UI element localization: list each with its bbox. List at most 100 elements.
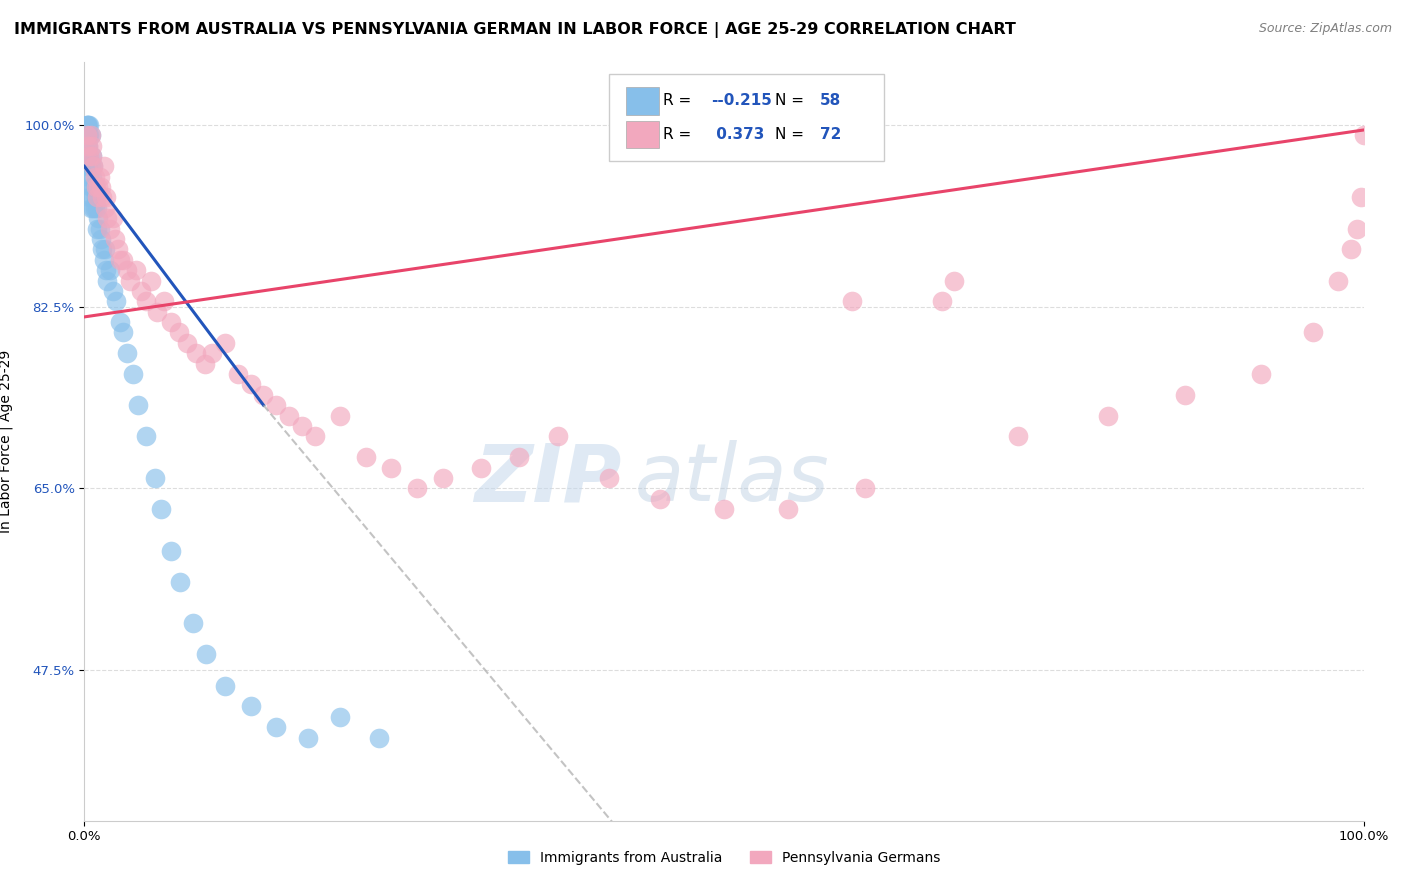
Point — [1350, 190, 1372, 204]
Point — [713, 502, 735, 516]
Point — [297, 731, 319, 745]
Point — [194, 648, 217, 662]
Point — [367, 731, 389, 745]
Text: ZIP: ZIP — [474, 441, 621, 518]
Point — [406, 481, 429, 495]
Point — [89, 221, 111, 235]
Point — [83, 201, 105, 215]
Point — [214, 679, 236, 693]
Point — [943, 274, 966, 288]
Point — [264, 398, 288, 412]
Point — [93, 252, 115, 267]
Point — [169, 574, 191, 589]
Point — [139, 274, 162, 288]
Point — [184, 346, 207, 360]
Legend: Immigrants from Australia, Pennsylvania Germans: Immigrants from Australia, Pennsylvania … — [502, 846, 946, 871]
Point — [77, 138, 100, 153]
Point — [201, 346, 224, 360]
FancyBboxPatch shape — [609, 74, 884, 161]
Point — [76, 128, 98, 143]
Point — [76, 118, 98, 132]
Point — [146, 304, 169, 318]
Point — [1007, 429, 1029, 443]
Point — [111, 252, 134, 267]
Text: 0.373: 0.373 — [711, 127, 765, 142]
Point — [86, 201, 108, 215]
Point — [239, 377, 262, 392]
Point — [1174, 388, 1197, 402]
Point — [80, 169, 103, 184]
Point — [79, 118, 101, 132]
Point — [264, 720, 288, 734]
Point — [101, 284, 124, 298]
Y-axis label: In Labor Force | Age 25-29: In Labor Force | Age 25-29 — [0, 350, 13, 533]
Point — [329, 409, 352, 423]
Point — [181, 616, 204, 631]
Point — [432, 471, 454, 485]
Point — [80, 138, 103, 153]
Point — [194, 357, 217, 371]
Point — [1250, 367, 1272, 381]
Point — [380, 460, 402, 475]
Point — [291, 419, 314, 434]
Point — [1353, 128, 1375, 143]
Point — [108, 252, 131, 267]
Point — [214, 335, 236, 350]
Point — [1302, 326, 1324, 340]
Point — [1097, 409, 1119, 423]
Point — [77, 138, 100, 153]
Point — [1327, 274, 1350, 288]
Point — [82, 159, 104, 173]
Text: --0.215: --0.215 — [711, 93, 772, 108]
Point — [83, 169, 105, 184]
Point — [90, 232, 112, 246]
Point — [135, 429, 157, 443]
FancyBboxPatch shape — [626, 87, 659, 115]
Point — [841, 294, 863, 309]
Point — [508, 450, 530, 464]
Point — [87, 180, 110, 194]
Point — [124, 263, 146, 277]
Point — [89, 169, 111, 184]
Point — [91, 190, 114, 204]
Point — [84, 190, 107, 204]
Point — [87, 211, 110, 226]
Point — [80, 128, 103, 143]
Text: N =: N = — [775, 127, 808, 142]
Point — [91, 243, 114, 257]
Point — [547, 429, 569, 443]
Text: 58: 58 — [820, 93, 841, 108]
Point — [176, 335, 198, 350]
Point — [79, 169, 101, 184]
Point — [304, 429, 326, 443]
Point — [96, 211, 118, 226]
Point — [135, 294, 157, 309]
Point — [80, 128, 103, 143]
Point — [80, 159, 103, 173]
Point — [470, 460, 492, 475]
Point — [80, 201, 103, 215]
Point — [107, 243, 129, 257]
Point — [79, 190, 101, 204]
Point — [77, 128, 100, 143]
Point — [79, 128, 101, 143]
Point — [122, 367, 145, 381]
Point — [278, 409, 301, 423]
Point — [650, 491, 672, 506]
Point — [329, 710, 352, 724]
Point — [150, 502, 173, 516]
Point — [160, 543, 183, 558]
Point — [129, 284, 152, 298]
Point — [86, 221, 108, 235]
FancyBboxPatch shape — [626, 120, 659, 148]
Point — [778, 502, 800, 516]
Text: R =: R = — [662, 127, 696, 142]
Point — [598, 471, 620, 485]
Point — [79, 149, 101, 163]
Text: atlas: atlas — [634, 441, 830, 518]
Point — [90, 180, 112, 194]
Point — [77, 149, 100, 163]
Point — [82, 159, 104, 173]
Point — [77, 118, 100, 132]
Point — [76, 128, 98, 143]
